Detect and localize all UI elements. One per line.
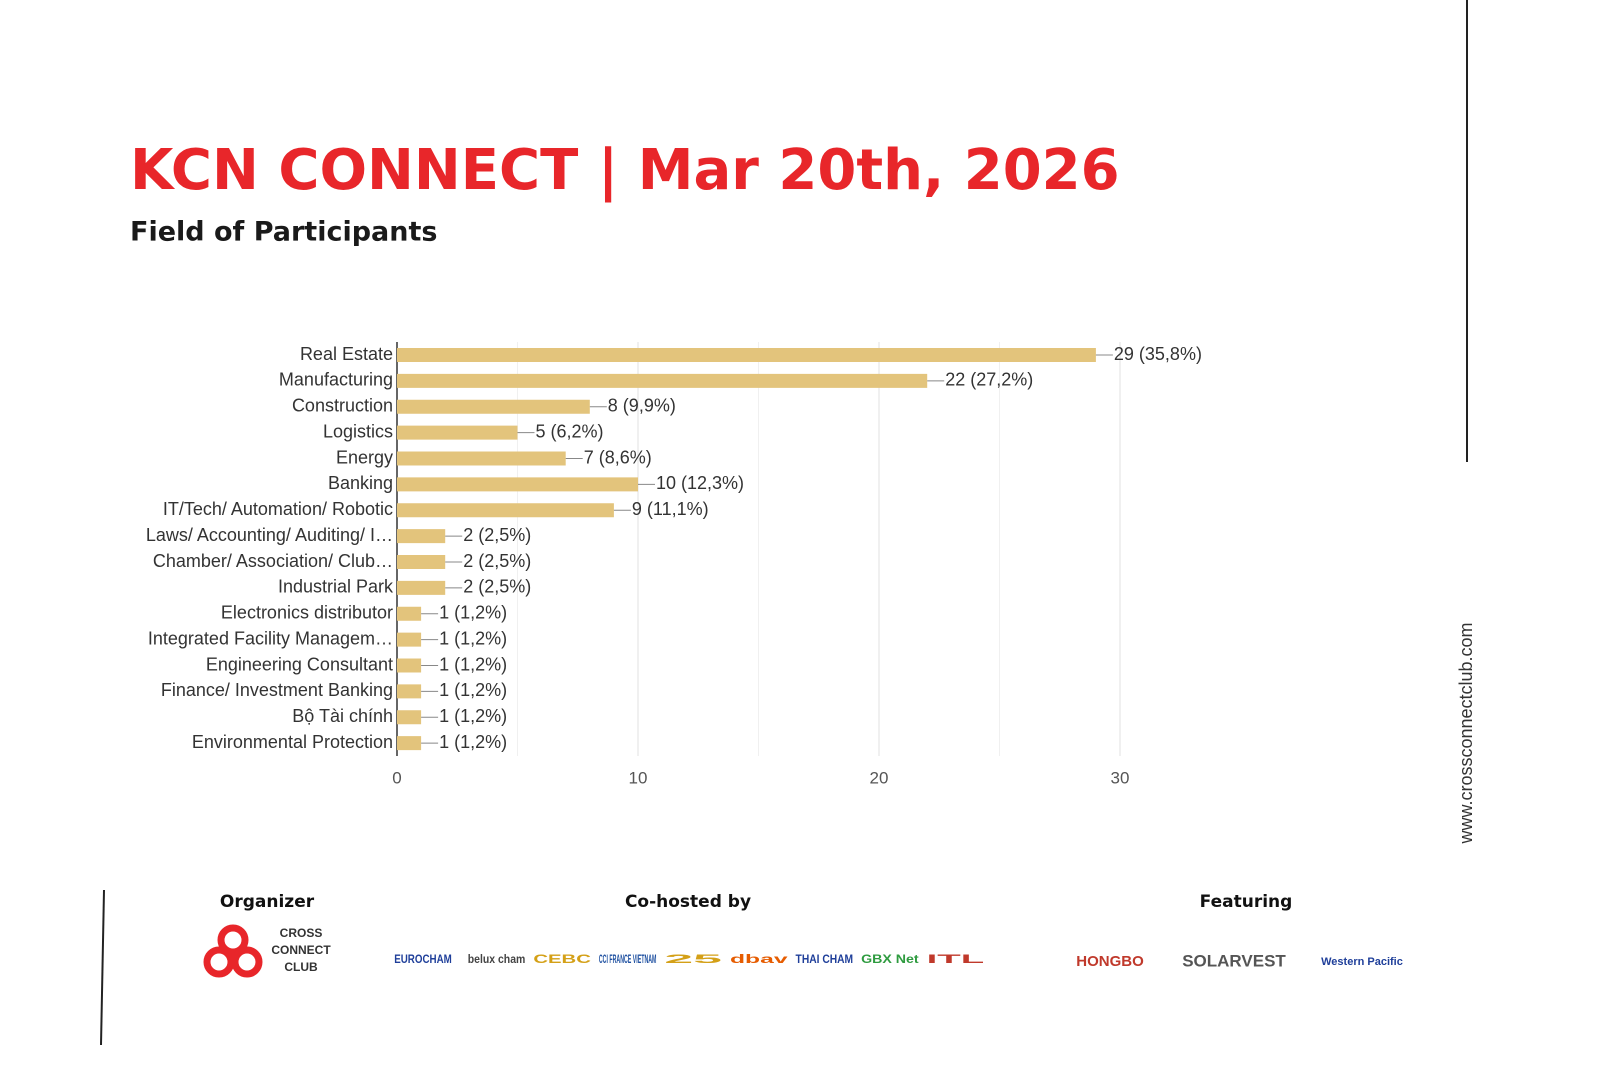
bar (397, 503, 614, 518)
value-label: 22 (27,2%) (945, 370, 1033, 390)
y-tick-label: Environmental Protection (192, 732, 393, 752)
featuring-logo: SOLARVEST (1182, 951, 1286, 970)
y-tick-label: Banking (328, 473, 393, 493)
cohost-logo: 25 (664, 952, 723, 966)
footer-heading: Organizer (220, 892, 315, 912)
bar (397, 632, 422, 647)
title: KCN CONNECT | Mar 20th, 2026 (130, 138, 1120, 203)
organizer-logo-text: CLUB (284, 960, 318, 974)
y-tick-label: Chamber/ Association/ Club… (153, 551, 393, 571)
bar (397, 451, 566, 466)
value-label: 9 (11,1%) (632, 499, 709, 519)
cohost-logo: THAI CHAM (796, 952, 854, 966)
subtitle: Field of Participants (130, 217, 437, 248)
organizer-logo-text: CONNECT (271, 943, 331, 957)
organizer-logo-text: CROSS (280, 926, 323, 940)
y-tick-label: Finance/ Investment Banking (161, 680, 393, 700)
y-tick-label: Construction (292, 396, 393, 416)
value-label: 8 (9,9%) (608, 396, 676, 416)
bar (397, 399, 590, 414)
value-label: 2 (2,5%) (463, 551, 531, 571)
bar (397, 736, 422, 751)
value-label: 1 (1,2%) (439, 706, 507, 726)
value-label: 7 (8,6%) (584, 447, 652, 467)
cohost-logo: belux cham (468, 952, 526, 966)
value-label: 10 (12,3%) (656, 473, 744, 493)
value-label: 2 (2,5%) (463, 577, 531, 597)
cohost-logo: EUROCHAM (394, 952, 452, 966)
y-tick-label: Bộ Tài chính (292, 706, 393, 726)
value-label: 1 (1,2%) (439, 680, 507, 700)
y-tick-label: Laws/ Accounting/ Auditing/ I… (146, 525, 393, 545)
y-tick-label: Manufacturing (279, 370, 393, 390)
divider (100, 889, 105, 1046)
y-tick-label: Electronics distributor (221, 603, 393, 623)
bar (397, 658, 422, 673)
y-tick-label: Industrial Park (278, 577, 394, 597)
footer-heading: Co-hosted by (625, 892, 751, 912)
bar (397, 606, 422, 621)
bar (397, 710, 422, 725)
value-label: 1 (1,2%) (439, 654, 507, 674)
featuring-logo: Western Pacific (1321, 956, 1403, 968)
value-label: 1 (1,2%) (439, 628, 507, 648)
y-tick-label: Engineering Consultant (206, 654, 393, 674)
bar (397, 684, 422, 699)
bar (397, 529, 446, 544)
bar (397, 477, 638, 492)
y-tick-label: Energy (336, 447, 393, 467)
cohost-logo: CEBC (533, 952, 591, 966)
bar (397, 580, 446, 595)
value-label: 29 (35,8%) (1114, 344, 1202, 364)
y-tick-label: Real Estate (300, 344, 393, 364)
bar (397, 373, 928, 388)
organizer-logo-icon (203, 924, 263, 978)
x-tick-label: 10 (629, 768, 648, 787)
bar (397, 425, 518, 440)
cohost-logo: dbav (730, 952, 788, 966)
value-label: 1 (1,2%) (439, 732, 507, 752)
bar (397, 555, 446, 569)
y-tick-label: Integrated Facility Managem… (148, 628, 393, 648)
bar (397, 348, 1096, 362)
cohost-logo: CCI FRANCE VIETNAM (599, 952, 657, 966)
y-tick-label: Logistics (323, 421, 393, 441)
featuring-logo: HONGBO (1076, 953, 1144, 970)
cohost-logo: ITL (927, 952, 985, 966)
value-label: 5 (6,2%) (536, 421, 604, 441)
x-tick-label: 0 (392, 768, 401, 787)
cohost-logo: GBX Net (861, 952, 919, 966)
footer-heading: Featuring (1200, 892, 1293, 912)
y-tick-label: IT/Tech/ Automation/ Robotic (163, 499, 393, 519)
value-label: 2 (2,5%) (463, 525, 531, 545)
x-tick-label: 30 (1111, 768, 1130, 787)
x-tick-label: 20 (870, 768, 889, 787)
website: www.crossconnectclub.com (1456, 622, 1476, 844)
value-label: 1 (1,2%) (439, 603, 507, 623)
